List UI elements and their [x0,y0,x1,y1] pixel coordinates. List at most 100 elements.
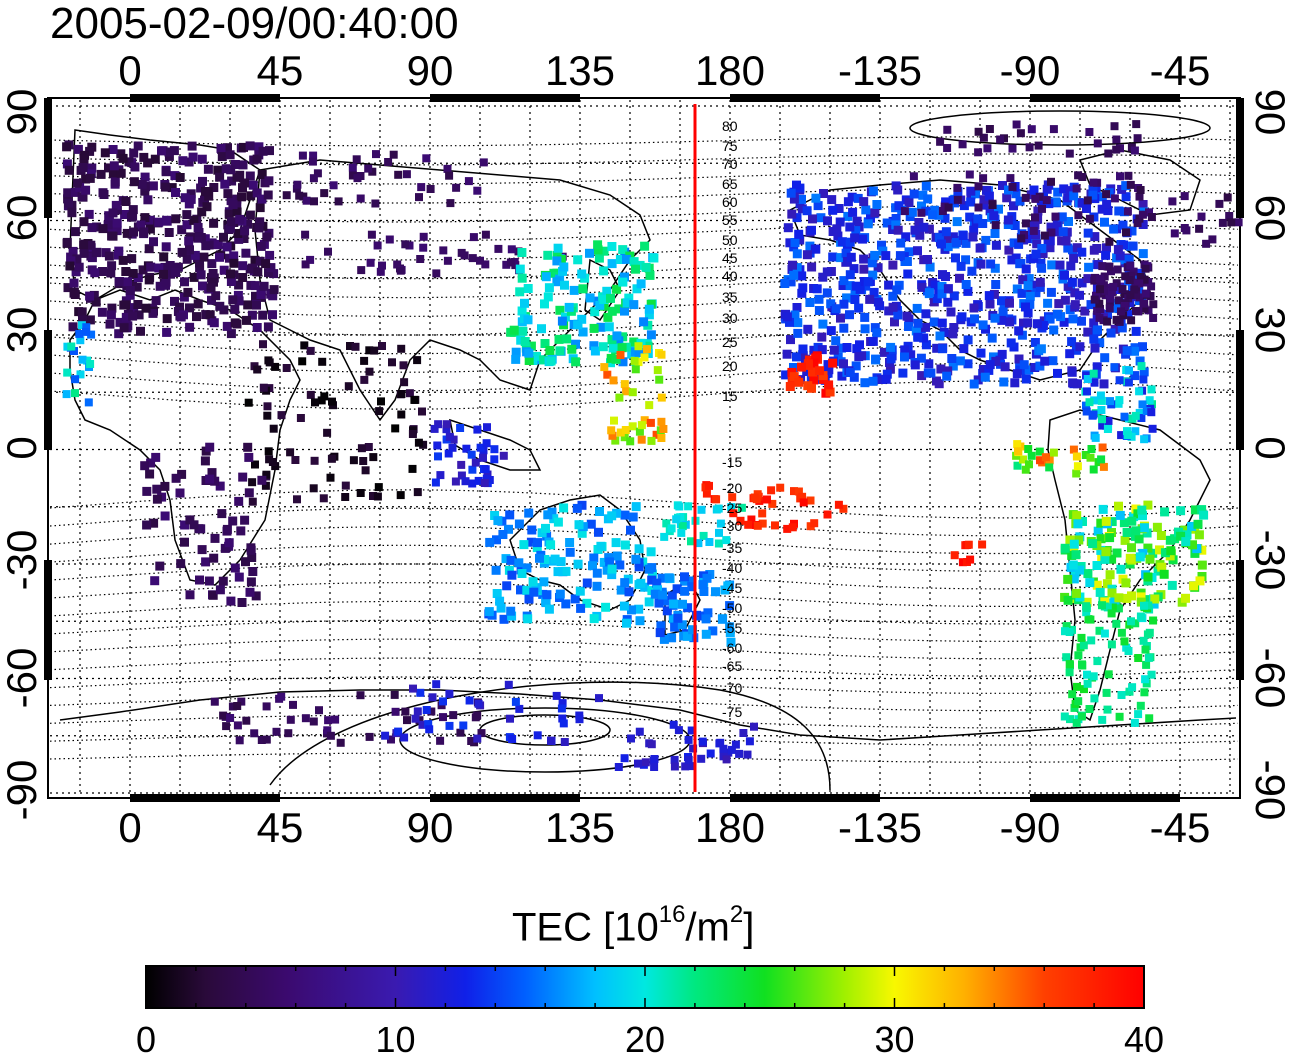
tec-pixel [1085,578,1095,588]
tec-pixel [179,292,189,302]
tec-pixel [1145,554,1155,564]
tec-pixel [879,347,889,357]
tec-pixel [372,150,380,159]
tec-pixel [607,306,617,316]
tec-pixel [209,553,219,563]
tec-pixel [854,352,864,362]
tec-pixel [226,596,236,606]
tec-pixel [877,240,886,250]
tec-pixel [955,273,964,283]
tec-pixel [984,291,994,301]
tec-pixel [1055,260,1065,270]
tec-pixel [868,336,878,346]
tec-pixel [1103,705,1112,714]
tec-pixel [517,569,527,578]
tec-pixel [141,303,151,313]
contour-label: -20 [722,480,742,496]
tec-pixel [251,460,259,469]
contour-label: -15 [722,454,742,470]
tec-pixel [146,458,156,468]
tec-pixel [465,696,474,705]
tec-pixel [1114,604,1123,613]
tec-pixel [196,524,206,534]
tec-pixel [650,755,659,763]
tec-pixel [1122,346,1132,356]
tec-pixel [1132,291,1140,300]
tec-pixel [1074,211,1083,220]
tec-pixel [142,486,152,496]
tec-pixel [891,214,901,223]
tec-pixel [71,375,80,384]
tec-pixel [1135,356,1145,366]
tec-pixel [558,714,567,723]
tec-pixel [545,346,555,355]
tec-pixel [698,580,708,590]
tec-pixel [1127,516,1137,526]
tec-pixel [818,371,828,381]
tec-pixel [1025,460,1033,469]
tec-pixel [269,285,279,295]
tec-pixel [664,573,674,583]
tec-pixel [108,208,118,218]
tec-pixel [982,185,991,195]
tec-pixel [79,248,89,258]
tec-pixel [1149,314,1158,322]
tec-pixel [341,481,350,490]
tec-pixel [620,433,629,442]
tec-pixel [595,507,604,516]
tec-pixel [376,267,385,276]
tec-pixel [85,173,95,183]
tec-pixel [1047,260,1057,270]
tec-pixel [1115,251,1125,261]
tec-pixel [985,360,995,370]
tec-pixel [888,225,898,234]
tec-pixel [607,242,617,251]
tec-pixel [930,280,940,290]
tec-pixel [978,365,988,374]
tec-pixel [143,195,153,205]
tec-pixel [798,492,807,501]
tec-pixel [524,508,534,518]
tec-pixel [624,293,634,303]
tec-pixel [189,520,199,530]
tec-pixel [242,716,251,725]
tec-pixel [252,323,262,332]
tec-pixel [319,494,328,503]
tec-pixel [315,706,323,715]
tec-pixel [639,317,649,327]
tec-pixel [257,736,266,744]
tec-pixel [596,322,606,332]
tec-pixel [990,313,1000,323]
tec-pixel [1095,626,1104,635]
tec-pixel [1114,593,1124,603]
tec-pixel [1060,295,1070,305]
tec-pixel [256,241,266,251]
tec-pixel [1096,545,1106,555]
tec-pixel [942,371,952,381]
tec-pixel [914,218,924,227]
tec-pixel [810,519,819,528]
tec-pixel [790,310,800,320]
tec-pixel [200,187,210,196]
tec-pixel [1019,455,1027,464]
tec-pixel [1112,145,1121,154]
tec-pixel [1098,715,1107,724]
tec-pixel [826,326,836,336]
tec-pixel [603,312,613,322]
tec-pixel [631,502,641,512]
tec-pixel [1089,178,1098,187]
tec-pixel [1127,617,1135,626]
tec-pixel [221,164,231,174]
tec-pixel [684,735,693,744]
tec-pixel [1137,505,1147,515]
tec-pixel [445,432,454,441]
tec-pixel [850,286,860,296]
tec-pixel [1063,193,1073,203]
tec-pixel [809,358,819,368]
tec-pixel [783,223,793,233]
tec-pixel [201,241,211,251]
tec-pixel [138,265,148,275]
tec-pixel [374,483,383,492]
tec-pixel [1089,334,1099,344]
tec-pixel [1083,274,1093,284]
